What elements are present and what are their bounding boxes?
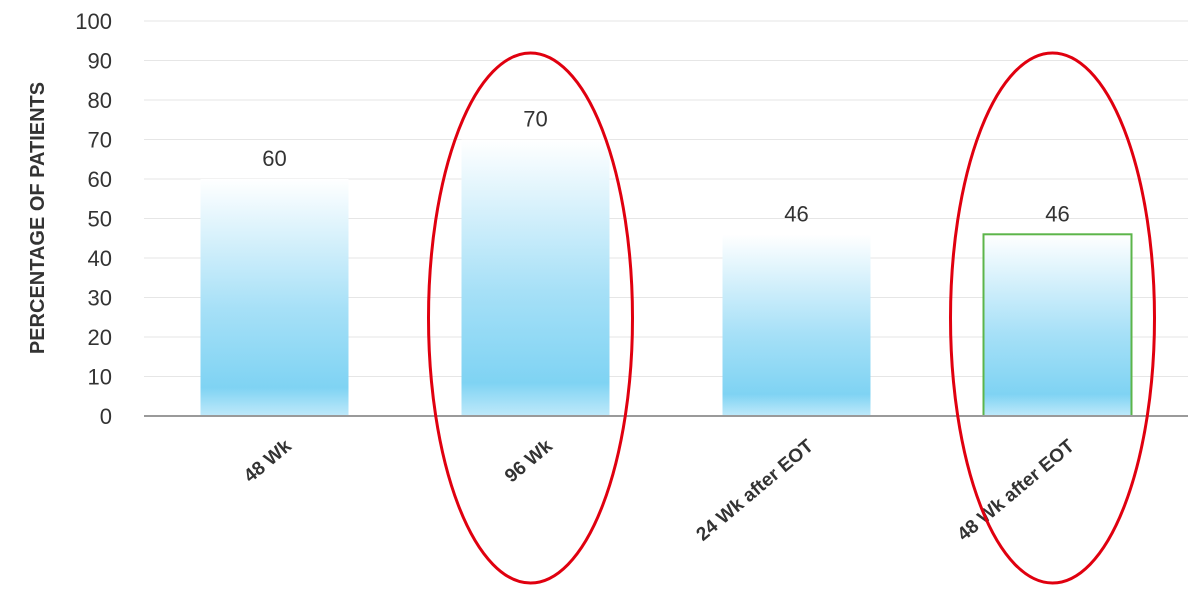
annotation-ellipses	[427, 51, 1156, 585]
bar-24-wk-after-eot	[722, 234, 871, 416]
data-label-24-wk-after-eot: 46	[784, 201, 808, 226]
y-tick-30: 30	[88, 286, 112, 311]
bars	[200, 139, 1133, 417]
y-tick-0: 0	[100, 404, 112, 429]
x-tick-96-wk: 96 Wk	[501, 435, 557, 487]
y-axis-title: PERCENTAGE OF PATIENTS	[27, 82, 49, 354]
highlight-ellipse-48-wk-after-eot	[949, 51, 1156, 585]
y-tick-20: 20	[88, 325, 112, 350]
y-axis-ticks: 0 10 20 30 40 50 60 70 80 90 100	[75, 9, 112, 429]
y-tick-60: 60	[88, 167, 112, 192]
highlight-ellipse-96-wk	[427, 51, 634, 585]
y-tick-100: 100	[75, 9, 112, 34]
y-tick-10: 10	[88, 365, 112, 390]
x-axis-category-labels: 48 Wk 96 Wk 24 Wk after EOT 48 Wk after EOT	[240, 435, 1079, 545]
y-tick-50: 50	[88, 207, 112, 232]
x-tick-48-wk: 48 Wk	[240, 435, 296, 487]
data-labels: 60 70 46 46	[262, 107, 1069, 227]
y-tick-80: 80	[88, 88, 112, 113]
y-tick-70: 70	[88, 128, 112, 153]
data-label-48-wk-after-eot: 46	[1045, 201, 1069, 226]
y-tick-90: 90	[88, 49, 112, 74]
data-label-96-wk: 70	[523, 107, 547, 132]
data-label-48-wk: 60	[262, 146, 286, 171]
y-tick-40: 40	[88, 246, 112, 271]
bar-48-wk-after-eot	[982, 233, 1133, 417]
bar-96-wk	[461, 139, 610, 416]
bar-48-wk	[200, 179, 349, 416]
x-tick-48-wk-after-eot: 48 Wk after EOT	[954, 435, 1079, 545]
x-tick-24-wk-after-eot: 24 Wk after EOT	[693, 435, 818, 545]
